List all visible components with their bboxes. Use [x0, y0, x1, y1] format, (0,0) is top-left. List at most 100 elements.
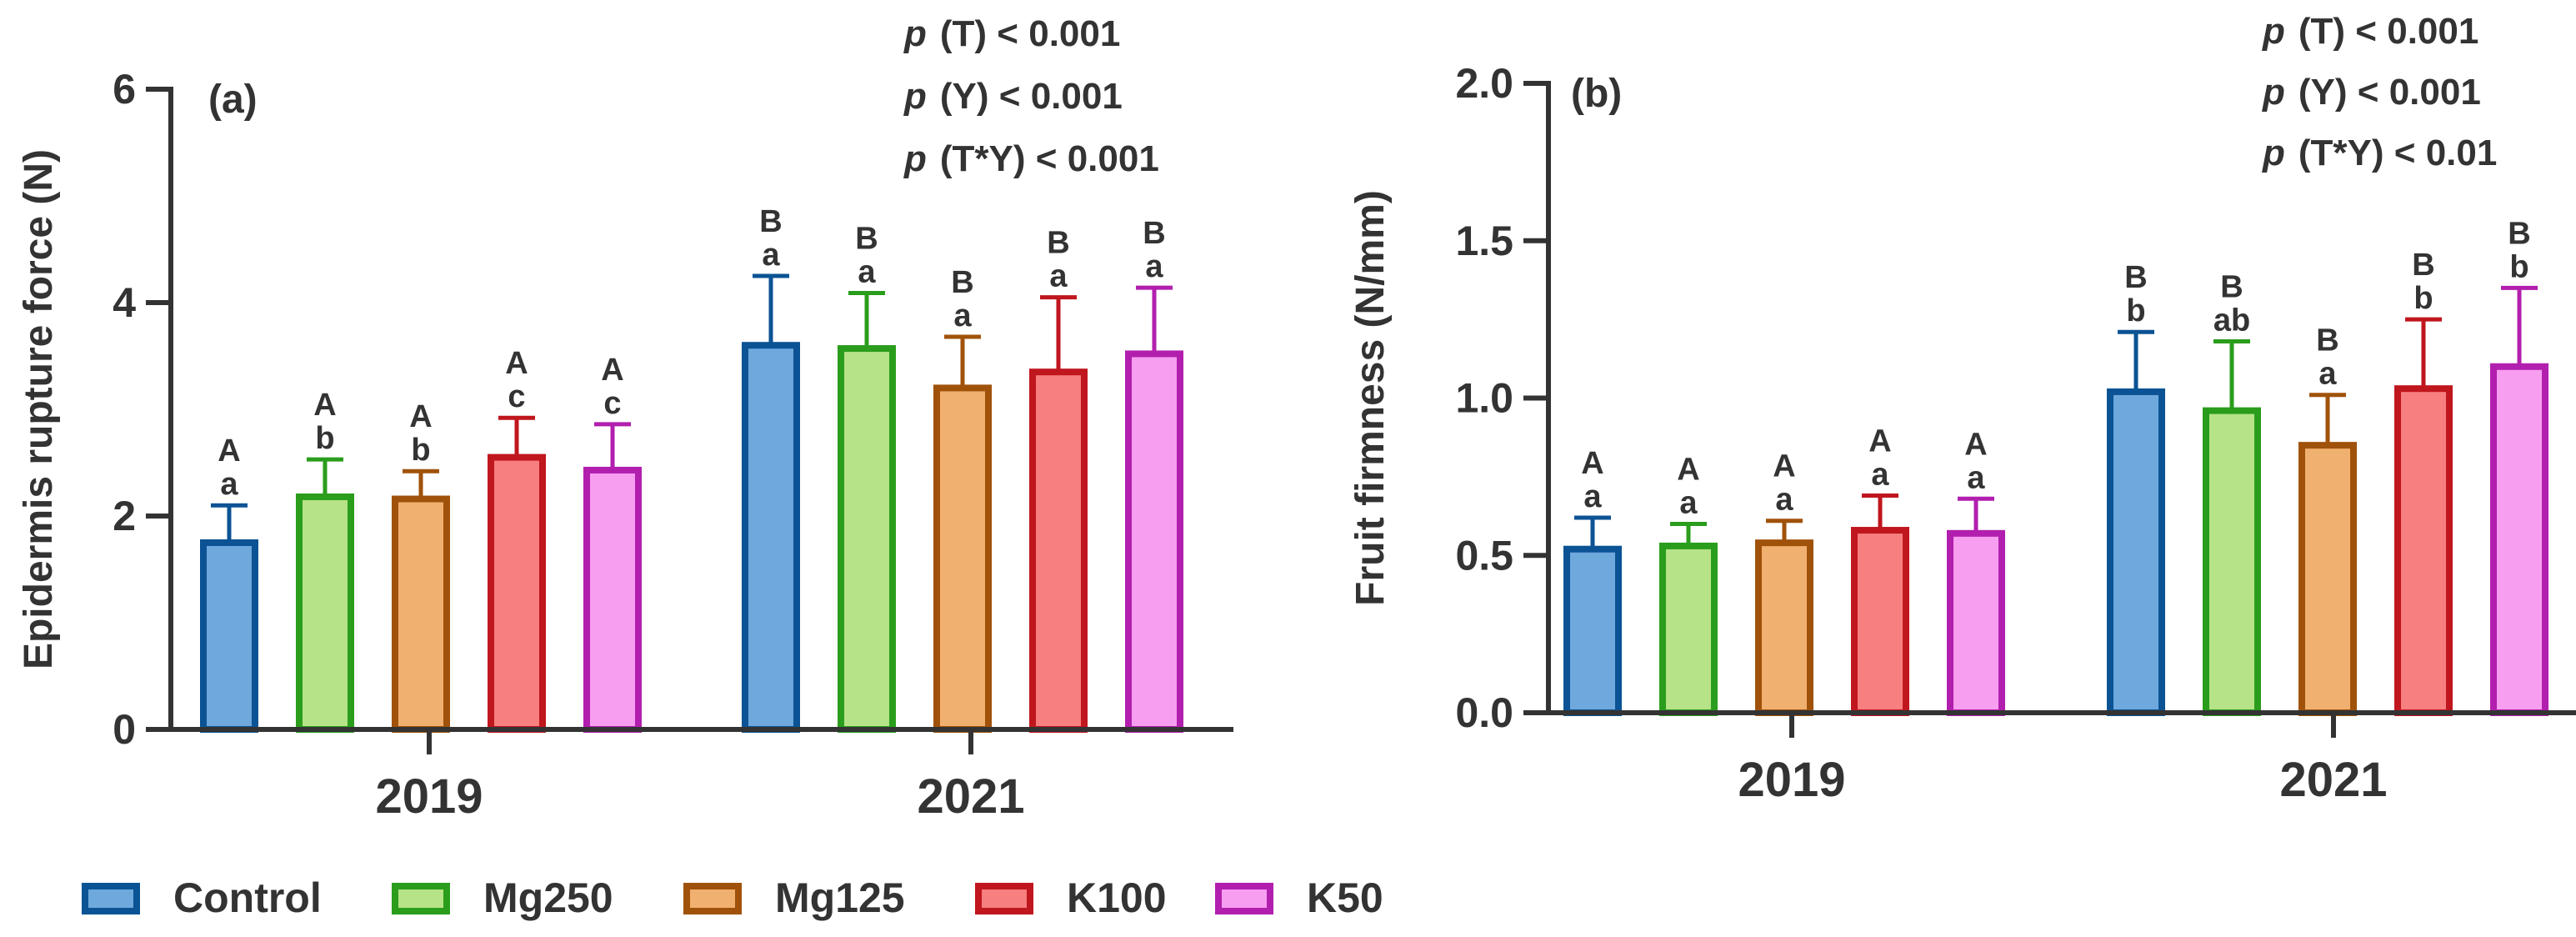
chart-a-stat-line: p (Y) < 0.001: [903, 76, 1123, 117]
chart-b-stat-p: p: [2262, 72, 2285, 113]
chart-a-mg125-2019-bar: [392, 495, 450, 734]
chart-a-stat-p: p: [903, 138, 927, 179]
chart-b-mg250-2021-lower-letter: ab: [2213, 303, 2250, 338]
chart-a-stat-text: (T*Y) < 0.001: [940, 138, 1159, 179]
chart-a-k100-2019-bar: [488, 453, 546, 733]
chart-b-stat-text: (Y) < 0.001: [2298, 72, 2481, 113]
chart-b-stat-line: p (T) < 0.001: [2262, 11, 2478, 52]
chart-a-control-2021-lower-letter: a: [762, 238, 780, 273]
chart-a-control-2021-bar: [742, 342, 800, 733]
chart-b-mg125-2019-upper-letter: A: [1773, 449, 1795, 484]
chart-a-mg250-2019-lower-letter: b: [315, 421, 334, 456]
chart-b-k100-2021-lower-letter: b: [2413, 281, 2433, 316]
chart-a-mg125-2019-upper-letter: A: [409, 399, 432, 434]
legend-swatch-k50: [1215, 883, 1273, 914]
legend-label-control: Control: [173, 874, 322, 921]
chart-a-mg250-2021-bar: [838, 345, 896, 733]
chart-a-control-2019-upper-letter: A: [218, 433, 240, 468]
chart-b-control-2019-lower-letter: a: [1583, 479, 1602, 514]
chart-b-mg250-2019-upper-letter: A: [1677, 453, 1699, 488]
chart-a-k50-2019-upper-letter: A: [601, 353, 623, 388]
chart-a-mg125-2021-bar: [933, 384, 992, 733]
legend-swatch-mg250: [392, 883, 450, 914]
chart-a-mg250-2019-bar: [296, 493, 354, 734]
chart-b-k50-2019-upper-letter: A: [1964, 427, 1987, 462]
chart-a-k100-2019-upper-letter: A: [505, 346, 528, 381]
chart-b-control-2021-lower-letter: b: [2126, 293, 2145, 328]
chart-b-y-axis-label: Fruit firmness (N/mm): [1348, 190, 1393, 606]
chart-a-k100-2021-bar: [1029, 368, 1088, 733]
chart-b-mg250-2019-lower-letter: a: [1679, 486, 1698, 521]
panel-b-fruit-firmness: AaBbAaBabAaBaAaBbAaBb0.00.51.01.52.02019…: [1348, 11, 2576, 807]
legend-swatch-control: [82, 883, 140, 914]
chart-b-x-tick-label-2019: 2019: [1738, 753, 1845, 807]
chart-b-stat-p: p: [2262, 133, 2285, 173]
chart-a-x-tick-label-2021: 2021: [917, 769, 1024, 824]
chart-b-control-2019-bar: [1563, 545, 1622, 717]
chart-a-control-2019-lower-letter: a: [220, 467, 238, 502]
chart-a-stat-line: p (T*Y) < 0.001: [903, 138, 1159, 179]
chart-b-mg125-2019-lower-letter: a: [1775, 483, 1793, 518]
chart-a-mg250-2021-lower-letter: a: [858, 254, 876, 289]
chart-a-k50-2021-bar: [1125, 350, 1183, 733]
chart-b-k50-2021-bar: [2490, 363, 2548, 716]
chart-a-k50-2021-upper-letter: B: [1143, 216, 1165, 251]
chart-b-k100-2019-lower-letter: a: [1871, 458, 1889, 493]
chart-b-mg250-2019-bar: [1659, 542, 1718, 716]
legend-label-k100: K100: [1067, 874, 1167, 921]
legend: Control Mg250 Mg125 K100 K50: [82, 874, 1383, 921]
chart-a-control-2019-bar: [200, 539, 258, 733]
chart-b-k100-2019-bar: [1851, 527, 1909, 716]
chart-a-y-tick-label: 2: [113, 493, 136, 539]
chart-a-y-axis-label: Epidermis rupture force (N): [17, 149, 61, 669]
chart-b-stat-text: (T) < 0.001: [2298, 11, 2478, 52]
chart-b-mg125-2021-lower-letter: a: [2318, 357, 2337, 392]
chart-a-mg125-2021-upper-letter: B: [951, 265, 973, 300]
chart-b-y-tick-label: 0.5: [1455, 532, 1513, 579]
chart-b-x-tick-label-2021: 2021: [2279, 753, 2387, 807]
chart-b-stat-p: p: [2262, 11, 2285, 52]
chart-a-k50-2019-bar: [583, 466, 642, 734]
chart-b-mg250-2021-bar: [2203, 407, 2261, 716]
chart-a-k100-2019-lower-letter: c: [508, 379, 525, 414]
chart-a-y-tick-label: 4: [113, 279, 136, 326]
chart-a-stat-text: (Y) < 0.001: [940, 76, 1123, 117]
chart-b-control-2021-upper-letter: B: [2124, 260, 2147, 295]
chart-a-mg125-2019-lower-letter: b: [411, 433, 430, 468]
chart-b-y-tick-label: 0.0: [1455, 689, 1513, 736]
chart-b-k50-2021-lower-letter: b: [2509, 249, 2528, 284]
chart-b-control-2019-upper-letter: A: [1581, 446, 1603, 481]
chart-b-mg250-2021-upper-letter: B: [2220, 270, 2243, 305]
chart-b-stat-text: (T*Y) < 0.01: [2298, 133, 2497, 173]
chart-b-panel-label: (b): [1571, 72, 1622, 116]
chart-a-stat-p: p: [903, 13, 927, 54]
legend-swatch-k100: [975, 883, 1033, 914]
chart-b-k100-2019-upper-letter: A: [1868, 424, 1891, 459]
chart-a-panel-label: (a): [208, 78, 258, 122]
chart-a-control-2021-upper-letter: B: [759, 204, 782, 239]
chart-b-stat-line: p (Y) < 0.001: [2262, 72, 2481, 113]
legend-label-mg250: Mg250: [483, 874, 613, 921]
chart-a-k50-2019-lower-letter: c: [603, 386, 621, 421]
chart-a-mg250-2021-upper-letter: B: [855, 221, 878, 256]
chart-b-k50-2021-upper-letter: B: [2508, 216, 2530, 251]
chart-b-y-tick-label: 1.0: [1455, 375, 1513, 422]
chart-b-y-tick-label: 2.0: [1455, 60, 1513, 107]
chart-a-x-tick-label-2019: 2019: [375, 769, 483, 824]
chart-b-control-2021-bar: [2107, 388, 2165, 716]
legend-label-mg125: Mg125: [775, 874, 905, 921]
chart-a-k100-2021-upper-letter: B: [1047, 226, 1069, 261]
chart-b-y-tick-label: 1.5: [1455, 218, 1513, 264]
chart-b-k100-2021-bar: [2394, 385, 2453, 716]
chart-a-y-tick-label: 6: [113, 66, 136, 113]
chart-b-mg125-2021-upper-letter: B: [2316, 323, 2338, 358]
chart-a-mg125-2021-lower-letter: a: [953, 298, 972, 333]
chart-b-k100-2021-upper-letter: B: [2412, 248, 2434, 283]
chart-b-k50-2019-lower-letter: a: [1967, 460, 1985, 495]
legend-swatch-mg125: [683, 883, 742, 914]
chart-a-k50-2021-lower-letter: a: [1145, 249, 1163, 284]
chart-a-stat-text: (T) < 0.001: [940, 13, 1120, 54]
chart-b-mg125-2021-bar: [2298, 442, 2357, 716]
